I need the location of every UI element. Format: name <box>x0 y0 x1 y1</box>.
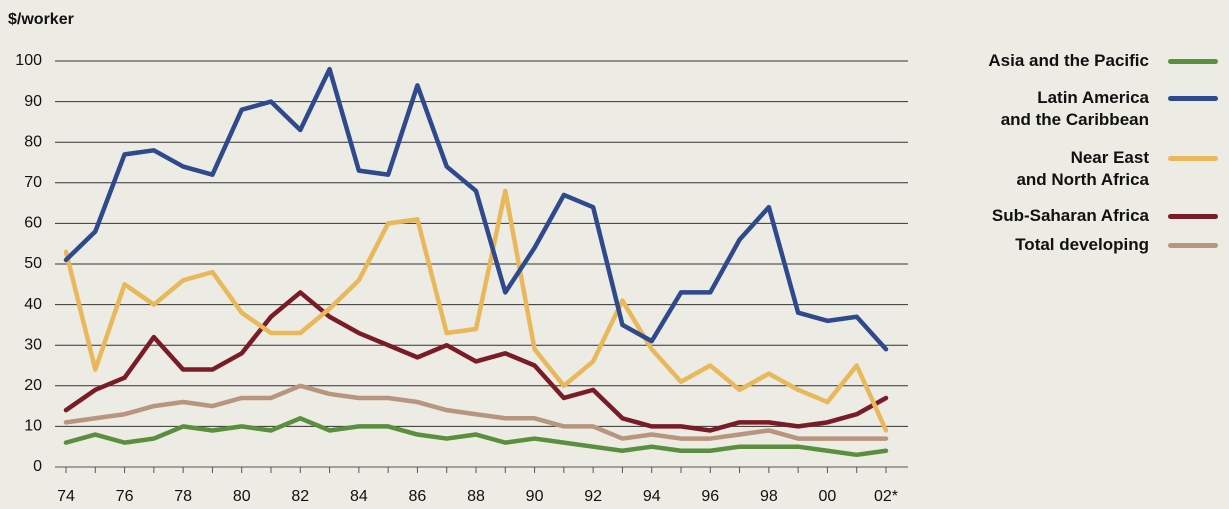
x-tick-label: 02* <box>874 488 898 505</box>
x-tick-label: 00 <box>819 488 837 505</box>
x-tick-label: 74 <box>57 488 75 505</box>
series-line <box>63 66 889 352</box>
x-tick-label: 88 <box>467 488 485 505</box>
y-tick-label: 10 <box>24 418 42 435</box>
legend-label: Asia and the Pacific <box>988 51 1149 70</box>
y-tick-label: 0 <box>33 458 42 475</box>
legend-swatch <box>1168 243 1218 248</box>
y-tick-label: 100 <box>15 52 42 69</box>
y-tick-label: 60 <box>24 215 42 232</box>
legend-label: Near East and North Africa <box>1016 148 1149 189</box>
x-tick-label: 82 <box>291 488 309 505</box>
legend-label: Sub-Saharan Africa <box>991 206 1149 225</box>
legend-swatch <box>1168 156 1218 161</box>
series-line <box>63 416 889 458</box>
legend-label: Total developing <box>1015 235 1149 254</box>
series-line <box>63 383 889 441</box>
series-line <box>63 290 889 433</box>
x-tick-label: 98 <box>760 488 778 505</box>
x-tick-label: 90 <box>526 488 544 505</box>
x-tick-label: 80 <box>233 488 251 505</box>
legend-swatch <box>1168 214 1218 219</box>
y-tick-label: 70 <box>24 174 42 191</box>
series-line <box>63 188 889 433</box>
legend-swatch <box>1168 96 1218 101</box>
y-axis-label: $/worker <box>8 11 74 28</box>
x-tick-label: 84 <box>350 488 368 505</box>
x-tick-label: 78 <box>174 488 192 505</box>
x-tick-label: 76 <box>116 488 134 505</box>
legend-label: Latin America and the Caribbean <box>1000 88 1149 129</box>
legend-swatch <box>1168 59 1218 64</box>
x-tick-label: 96 <box>701 488 719 505</box>
y-tick-label: 90 <box>24 93 42 110</box>
y-tick-label: 40 <box>24 296 42 313</box>
y-tick-label: 80 <box>24 133 42 150</box>
x-tick-label: 94 <box>643 488 661 505</box>
x-tick-label: 86 <box>409 488 427 505</box>
x-tick-label: 92 <box>584 488 602 505</box>
y-tick-label: 20 <box>24 377 42 394</box>
y-tick-label: 50 <box>24 255 42 272</box>
y-tick-label: 30 <box>24 336 42 353</box>
